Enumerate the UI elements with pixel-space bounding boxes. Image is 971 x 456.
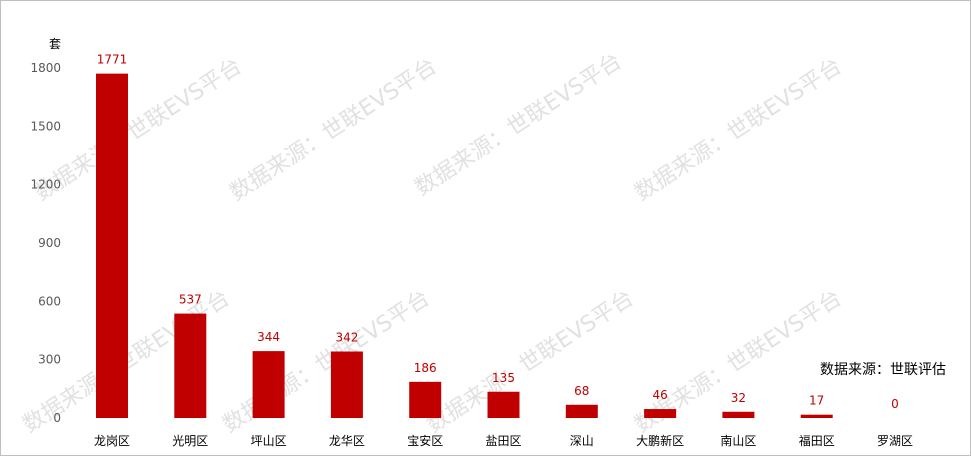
x-category-label: 福田区 (799, 433, 835, 448)
bar (252, 351, 285, 418)
data-label: 135 (492, 371, 515, 385)
data-label: 344 (257, 330, 280, 344)
y-tick-label: 0 (53, 411, 61, 425)
data-label: 186 (414, 361, 437, 375)
watermark-text: 数据来源：世联EVS平台 (631, 54, 847, 206)
y-tick-label: 900 (38, 236, 61, 250)
data-label: 1771 (97, 53, 128, 67)
y-tick-label: 1800 (30, 61, 61, 75)
y-tick-label: 1500 (30, 119, 61, 133)
x-category-label: 光明区 (172, 434, 208, 448)
watermark-text: 数据来源：世联EVS平台 (31, 54, 247, 206)
bar (722, 411, 755, 418)
data-label: 17 (809, 394, 824, 408)
y-axis-unit-label: 套 (49, 37, 61, 51)
watermark-text: 数据来源：世联EVS平台 (423, 286, 639, 438)
bar (800, 414, 833, 418)
data-label: 68 (574, 384, 589, 398)
data-labels-group: 1771 537 344 342 186 135 68 46 32 17 0 (97, 53, 899, 411)
x-category-label: 罗湖区 (877, 433, 913, 448)
source-note: 数据来源：世联评估 (820, 362, 946, 378)
bar (96, 73, 128, 418)
bar (330, 351, 363, 418)
y-axis-ticks: 0 300 600 900 1200 1500 1800 (30, 61, 61, 425)
y-tick-label: 300 (38, 353, 61, 367)
bar (409, 381, 442, 418)
y-tick-label: 1200 (30, 178, 61, 192)
bar (644, 409, 677, 418)
bar (487, 391, 520, 418)
x-axis-categories: 龙岗区 光明区 坪山区 龙华区 宝安区 盐田区 深山 大鹏新区 南山区 福田区 罗湖区 (94, 433, 913, 448)
y-tick-label: 600 (38, 294, 61, 308)
x-category-label: 大鹏新区 (636, 433, 684, 448)
x-category-label: 坪山区 (251, 434, 287, 448)
x-category-label: 宝安区 (407, 433, 443, 448)
x-category-label: 南山区 (720, 433, 756, 448)
data-label: 46 (652, 388, 667, 402)
data-label: 537 (179, 293, 202, 307)
bars-group (96, 73, 833, 418)
watermark-text: 数据来源：世联EVS平台 (226, 54, 442, 206)
watermark-text: 数据来源：世联EVS平台 (219, 286, 435, 438)
data-label: 342 (335, 331, 358, 345)
bar (174, 313, 207, 418)
x-category-label: 盐田区 (485, 434, 521, 448)
data-label: 32 (731, 391, 746, 405)
watermark-text: 数据来源：世联EVS平台 (411, 49, 627, 201)
bar (565, 404, 598, 418)
x-category-label: 深山 (570, 434, 594, 448)
x-category-label: 龙华区 (329, 434, 365, 448)
x-category-label: 龙岗区 (94, 434, 130, 448)
data-label: 0 (891, 397, 899, 411)
